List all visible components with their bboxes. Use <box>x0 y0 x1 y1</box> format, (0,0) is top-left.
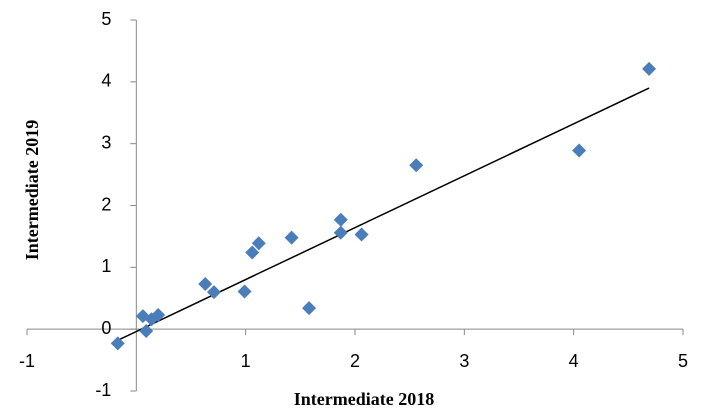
point <box>333 212 348 227</box>
point <box>284 230 299 245</box>
point <box>198 277 213 292</box>
y-tick-label: 2 <box>101 194 111 214</box>
point <box>354 227 369 242</box>
y-tick-label: -1 <box>95 380 111 400</box>
y-tick-label: 4 <box>101 71 111 91</box>
point <box>409 158 424 173</box>
point <box>572 143 587 158</box>
x-tick-label: 1 <box>241 351 251 371</box>
y-tick-label: 3 <box>101 132 111 152</box>
x-tick-label: 4 <box>569 351 579 371</box>
x-tick-label: 3 <box>459 351 469 371</box>
y-axis-title: Intermediate 2019 <box>22 120 42 260</box>
point <box>237 284 252 299</box>
point <box>110 336 125 351</box>
point <box>642 61 657 76</box>
trendline <box>117 87 650 341</box>
x-tick-label: -1 <box>19 351 35 371</box>
point <box>245 245 260 260</box>
point <box>302 301 317 316</box>
point <box>206 285 221 300</box>
y-tick-label: 1 <box>101 256 111 276</box>
x-axis-title: Intermediate 2018 <box>294 389 434 409</box>
point <box>333 225 348 240</box>
point <box>251 236 266 251</box>
x-tick-label: 2 <box>350 351 360 371</box>
point <box>151 307 166 322</box>
point <box>139 324 154 339</box>
y-tick-label: 5 <box>101 9 111 29</box>
y-tick-label: 0 <box>101 318 111 338</box>
x-tick-label: 5 <box>678 351 688 371</box>
